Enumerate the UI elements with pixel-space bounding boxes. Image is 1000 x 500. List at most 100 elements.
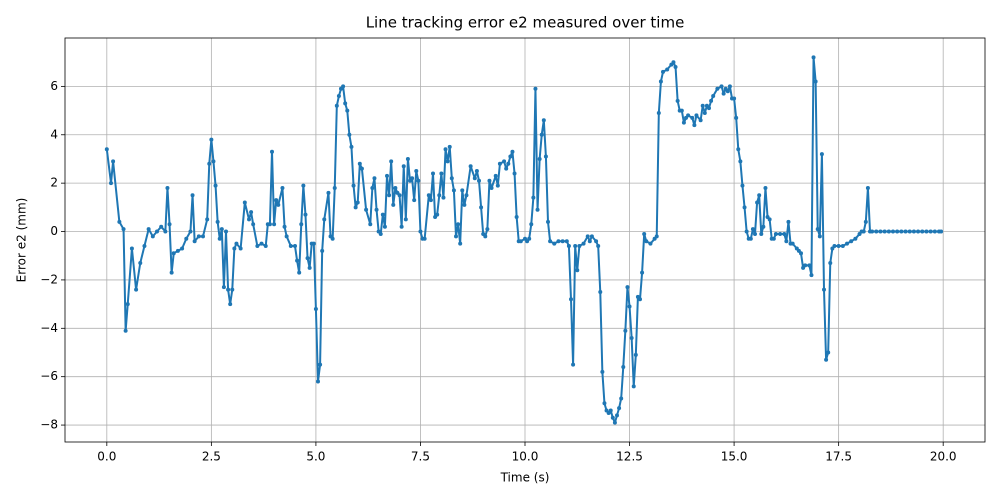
data-point — [629, 335, 634, 340]
data-point — [334, 103, 339, 108]
data-point — [247, 217, 251, 222]
data-point — [512, 171, 517, 176]
data-point — [539, 132, 544, 137]
data-point — [238, 246, 243, 251]
data-point — [169, 270, 174, 275]
data-point — [364, 207, 369, 212]
x-tick-label: 20.0 — [930, 450, 957, 464]
data-point — [188, 229, 193, 234]
data-point — [811, 55, 816, 60]
data-point — [449, 176, 454, 181]
data-point — [439, 171, 444, 176]
data-point — [552, 241, 557, 246]
data-point — [192, 239, 197, 244]
data-point — [232, 246, 237, 251]
data-point — [686, 113, 691, 118]
data-point — [891, 229, 895, 234]
data-point — [845, 241, 849, 246]
data-point — [138, 260, 143, 265]
data-point — [215, 219, 220, 224]
data-point — [719, 84, 724, 89]
data-point — [326, 190, 331, 195]
data-point — [799, 251, 803, 256]
data-point — [242, 200, 247, 205]
data-point — [911, 229, 916, 234]
data-point — [297, 270, 302, 275]
data-point — [349, 144, 354, 149]
data-point — [715, 86, 720, 91]
data-point — [303, 212, 308, 217]
y-tick-label: 6 — [50, 79, 58, 93]
y-axis-label: Error e2 (mm) — [15, 198, 29, 283]
data-point — [445, 159, 450, 164]
x-tick-label: 17.5 — [825, 450, 852, 464]
data-point — [221, 285, 226, 290]
data-point — [228, 302, 233, 307]
data-point — [374, 207, 379, 212]
data-point — [416, 178, 421, 183]
data-point — [709, 98, 714, 103]
data-point — [575, 268, 580, 273]
data-point — [410, 176, 415, 181]
y-tick-label: 0 — [50, 224, 58, 238]
data-point — [180, 246, 185, 251]
data-point — [121, 227, 126, 232]
y-tick-label: −2 — [40, 272, 58, 286]
data-point — [134, 287, 139, 292]
data-point — [642, 231, 647, 236]
data-point — [263, 244, 268, 249]
data-point — [648, 241, 653, 246]
data-point — [784, 239, 789, 244]
data-point — [623, 328, 628, 333]
data-point — [679, 108, 684, 113]
data-point — [865, 185, 870, 190]
data-point — [372, 176, 377, 181]
data-point — [412, 198, 417, 203]
data-point — [155, 229, 159, 234]
data-point — [824, 357, 829, 362]
data-point — [734, 115, 739, 120]
data-point — [495, 183, 500, 188]
data-point — [807, 263, 812, 268]
data-point — [397, 193, 402, 198]
data-point — [487, 178, 492, 183]
data-point — [234, 241, 239, 246]
data-point — [456, 222, 461, 227]
data-point — [209, 137, 214, 142]
data-point — [638, 297, 642, 302]
data-point — [184, 236, 189, 241]
data-point — [267, 222, 272, 227]
data-point — [903, 229, 908, 234]
data-point — [458, 241, 463, 246]
data-point — [347, 132, 352, 137]
data-point — [259, 241, 264, 246]
data-point — [596, 244, 601, 249]
data-point — [531, 195, 536, 200]
data-point — [477, 178, 481, 183]
data-point — [272, 222, 277, 227]
data-point — [224, 229, 228, 234]
data-point — [276, 202, 281, 207]
data-point — [924, 229, 929, 234]
data-point — [443, 147, 448, 152]
data-point — [111, 159, 116, 164]
data-point — [355, 200, 360, 205]
data-point — [681, 120, 686, 125]
data-point — [380, 212, 385, 217]
data-point — [863, 219, 868, 224]
data-point — [336, 94, 341, 99]
data-point — [928, 229, 933, 234]
data-point — [274, 198, 279, 203]
data-point — [564, 239, 569, 244]
data-point — [617, 406, 622, 411]
data-point — [615, 413, 619, 418]
x-axis-label: Time (s) — [500, 471, 550, 485]
data-point — [295, 258, 300, 263]
data-point — [740, 183, 745, 188]
data-point — [817, 234, 822, 239]
data-point — [612, 420, 617, 425]
data-point — [230, 287, 235, 292]
data-point — [451, 188, 456, 193]
data-point — [175, 248, 180, 253]
data-point — [598, 290, 603, 295]
